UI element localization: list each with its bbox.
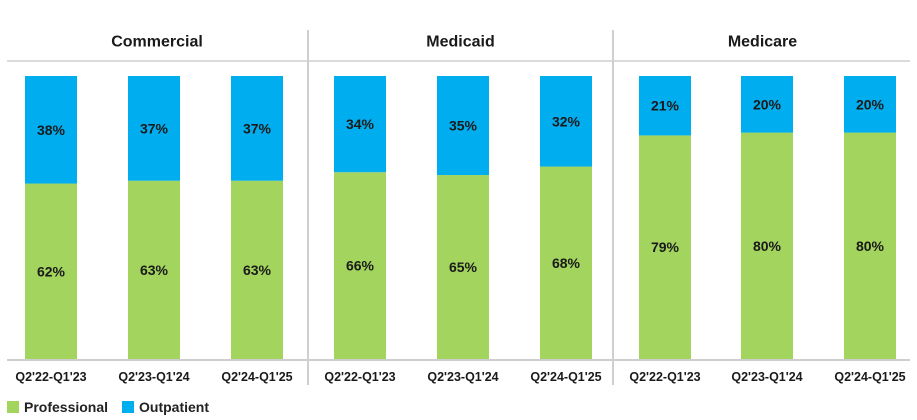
bar-medicaid-1-outpatient (334, 76, 386, 173)
data-label-medicare-3-professional: 80% (856, 238, 885, 254)
tick-label-medicare-2: Q2'23-Q1'24 (731, 370, 802, 384)
data-label-commercial-1-professional: 62% (37, 263, 66, 279)
tick-label-commercial-2: Q2'23-Q1'24 (118, 370, 189, 384)
bar-commercial-3-outpatient (231, 76, 283, 181)
bar-commercial-1-professional (25, 183, 77, 359)
data-label-medicaid-1-professional: 66% (346, 258, 375, 274)
legend-swatch-outpatient (122, 401, 135, 413)
bar-medicare-1-professional (639, 135, 691, 359)
data-label-commercial-3-outpatient: 37% (243, 120, 272, 136)
bar-medicare-3-outpatient (844, 76, 896, 133)
bar-medicare-1-outpatient (639, 76, 691, 136)
legend-label-professional: Professional (24, 399, 109, 415)
bar-medicare-2-professional (741, 132, 793, 359)
tick-label-medicaid-1: Q2'22-Q1'23 (324, 370, 395, 384)
data-label-medicare-2-outpatient: 20% (753, 96, 782, 112)
tick-label-medicare-1: Q2'22-Q1'23 (629, 370, 700, 384)
data-label-commercial-2-professional: 63% (140, 262, 169, 278)
tick-label-commercial-1: Q2'22-Q1'23 (15, 370, 86, 384)
data-label-medicaid-3-professional: 68% (552, 255, 581, 271)
tick-label-medicaid-3: Q2'24-Q1'25 (530, 370, 601, 384)
legend-swatch-professional (7, 401, 19, 413)
bar-medicare-2-outpatient (741, 76, 793, 133)
data-label-medicare-1-outpatient: 21% (651, 98, 680, 114)
bar-medicaid-2-professional (437, 175, 489, 359)
bar-commercial-1-outpatient (25, 76, 77, 184)
bar-medicaid-3-outpatient (540, 76, 592, 167)
data-label-medicaid-2-professional: 65% (449, 259, 478, 275)
panel-title-commercial: Commercial (111, 34, 203, 51)
bar-medicaid-1-professional (334, 172, 386, 359)
tick-label-medicaid-2: Q2'23-Q1'24 (427, 370, 498, 384)
bar-medicaid-2-outpatient (437, 76, 489, 176)
data-label-medicaid-1-outpatient: 34% (346, 116, 375, 132)
bar-medicare-3-professional (844, 132, 896, 359)
tick-label-commercial-3: Q2'24-Q1'25 (221, 370, 292, 384)
tick-label-medicare-3: Q2'24-Q1'25 (834, 370, 905, 384)
data-label-medicaid-3-outpatient: 32% (552, 113, 581, 129)
data-label-commercial-2-outpatient: 37% (140, 120, 169, 136)
panel-title-medicare: Medicare (728, 34, 797, 51)
data-label-commercial-1-outpatient: 38% (37, 122, 66, 138)
data-label-medicare-2-professional: 80% (753, 238, 782, 254)
bar-medicaid-3-professional (540, 166, 592, 359)
data-label-medicare-3-outpatient: 20% (856, 96, 885, 112)
legend-label-outpatient: Outpatient (139, 399, 210, 415)
bar-commercial-3-professional (231, 180, 283, 359)
legend-item-professional: Professional (7, 399, 108, 415)
data-label-medicaid-2-outpatient: 35% (449, 118, 478, 134)
legend-item-outpatient: Outpatient (122, 399, 209, 415)
legend: Professional Outpatient (7, 399, 223, 415)
panel-title-medicaid: Medicaid (426, 34, 494, 51)
bar-commercial-2-professional (128, 180, 180, 359)
data-label-commercial-3-professional: 63% (243, 262, 272, 278)
data-label-medicare-1-professional: 79% (651, 239, 680, 255)
bar-commercial-2-outpatient (128, 76, 180, 181)
